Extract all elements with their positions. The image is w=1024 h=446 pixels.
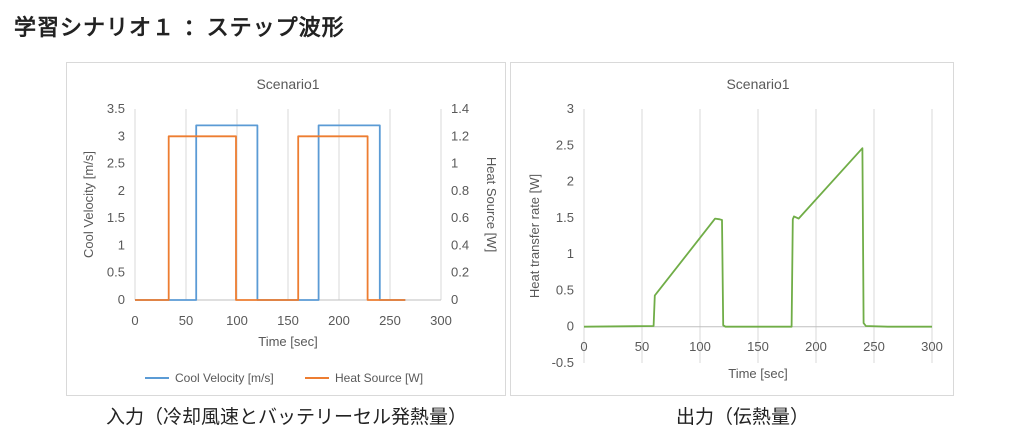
y-tick-label: 0.5 bbox=[556, 282, 574, 297]
x-axis-label: Time [sec] bbox=[728, 366, 787, 381]
x-tick-label: 200 bbox=[805, 339, 827, 354]
y-axis-label: Heat transfer rate [W] bbox=[527, 174, 542, 298]
y-tick-label: 0 bbox=[118, 292, 125, 307]
y-tick-label: -0.5 bbox=[552, 355, 574, 370]
y-tick-label: 1 bbox=[118, 237, 125, 252]
y2-tick-label: 0.2 bbox=[451, 265, 469, 280]
y-tick-label: 0 bbox=[567, 319, 574, 334]
x-tick-label: 0 bbox=[580, 339, 587, 354]
y2-tick-label: 0.8 bbox=[451, 183, 469, 198]
y2-tick-label: 1 bbox=[451, 156, 458, 171]
y2-axis-label: Heat Source [W] bbox=[484, 157, 499, 252]
output-caption: 出力（伝熱量） bbox=[676, 406, 810, 428]
y2-tick-label: 0.6 bbox=[451, 210, 469, 225]
x-tick-label: 50 bbox=[179, 313, 193, 328]
x-tick-label: 300 bbox=[921, 339, 943, 354]
y2-tick-label: 1.2 bbox=[451, 128, 469, 143]
chart-title: Scenario1 bbox=[256, 76, 319, 92]
output-chart: Scenario1 0 50 100 150 200 250 300 -0.5 0 0.5 1 1.5 2… bbox=[527, 76, 943, 381]
x-axis-label: Time [sec] bbox=[258, 334, 317, 349]
x-tick-label: 200 bbox=[328, 313, 350, 328]
x-tick-label: 300 bbox=[430, 313, 452, 328]
series-line-1 bbox=[135, 124, 406, 301]
x-tick-label: 0 bbox=[131, 313, 138, 328]
x-tick-label: 100 bbox=[226, 313, 248, 328]
output-chart-panel: Scenario1 0 50 100 150 200 250 300 -0.5 0 0.5 1 1.5 2… bbox=[510, 62, 954, 396]
x-tick-label: 50 bbox=[635, 339, 649, 354]
page-title: 学習シナリオ１ ：ステップ波形 bbox=[14, 16, 345, 41]
y-tick-label: 2 bbox=[567, 174, 574, 189]
y-tick-label: 1 bbox=[567, 246, 574, 261]
chart-title: Scenario1 bbox=[726, 76, 789, 92]
series-line-1 bbox=[583, 147, 932, 328]
y-tick-label: 2 bbox=[118, 183, 125, 198]
y2-tick-label: 0.4 bbox=[451, 237, 469, 252]
input-chart-panel: Scenario1 0 50 100 150 200 250 300 0 0.5 1 1.5 2 2.5 3… bbox=[66, 62, 506, 396]
y-tick-label: 1.5 bbox=[107, 210, 125, 225]
y-axis-label: Cool Velocity [m/s] bbox=[81, 151, 96, 258]
legend-label-1: Cool Velocity [m/s] bbox=[175, 371, 274, 385]
x-tick-label: 100 bbox=[689, 339, 711, 354]
y-tick-label: 3 bbox=[118, 128, 125, 143]
x-tick-label: 150 bbox=[747, 339, 769, 354]
y-tick-label: 0.5 bbox=[107, 265, 125, 280]
x-tick-label: 250 bbox=[379, 313, 401, 328]
y-tick-label: 3.5 bbox=[107, 101, 125, 116]
y-tick-label: 1.5 bbox=[556, 210, 574, 225]
legend-label-2: Heat Source [W] bbox=[335, 371, 423, 385]
x-tick-label: 150 bbox=[277, 313, 299, 328]
input-chart: Scenario1 0 50 100 150 200 250 300 0 0.5 1 1.5 2 2.5 3… bbox=[81, 76, 499, 385]
y-tick-label: 2.5 bbox=[107, 156, 125, 171]
x-tick-label: 250 bbox=[863, 339, 885, 354]
y2-tick-label: 1.4 bbox=[451, 101, 469, 116]
y2-tick-label: 0 bbox=[451, 292, 458, 307]
y-tick-label: 3 bbox=[567, 101, 574, 116]
series-line-2 bbox=[135, 135, 406, 301]
y-tick-label: 2.5 bbox=[556, 137, 574, 152]
input-caption: 入力（冷却風速とバッテリーセル発熱量） bbox=[106, 406, 468, 428]
